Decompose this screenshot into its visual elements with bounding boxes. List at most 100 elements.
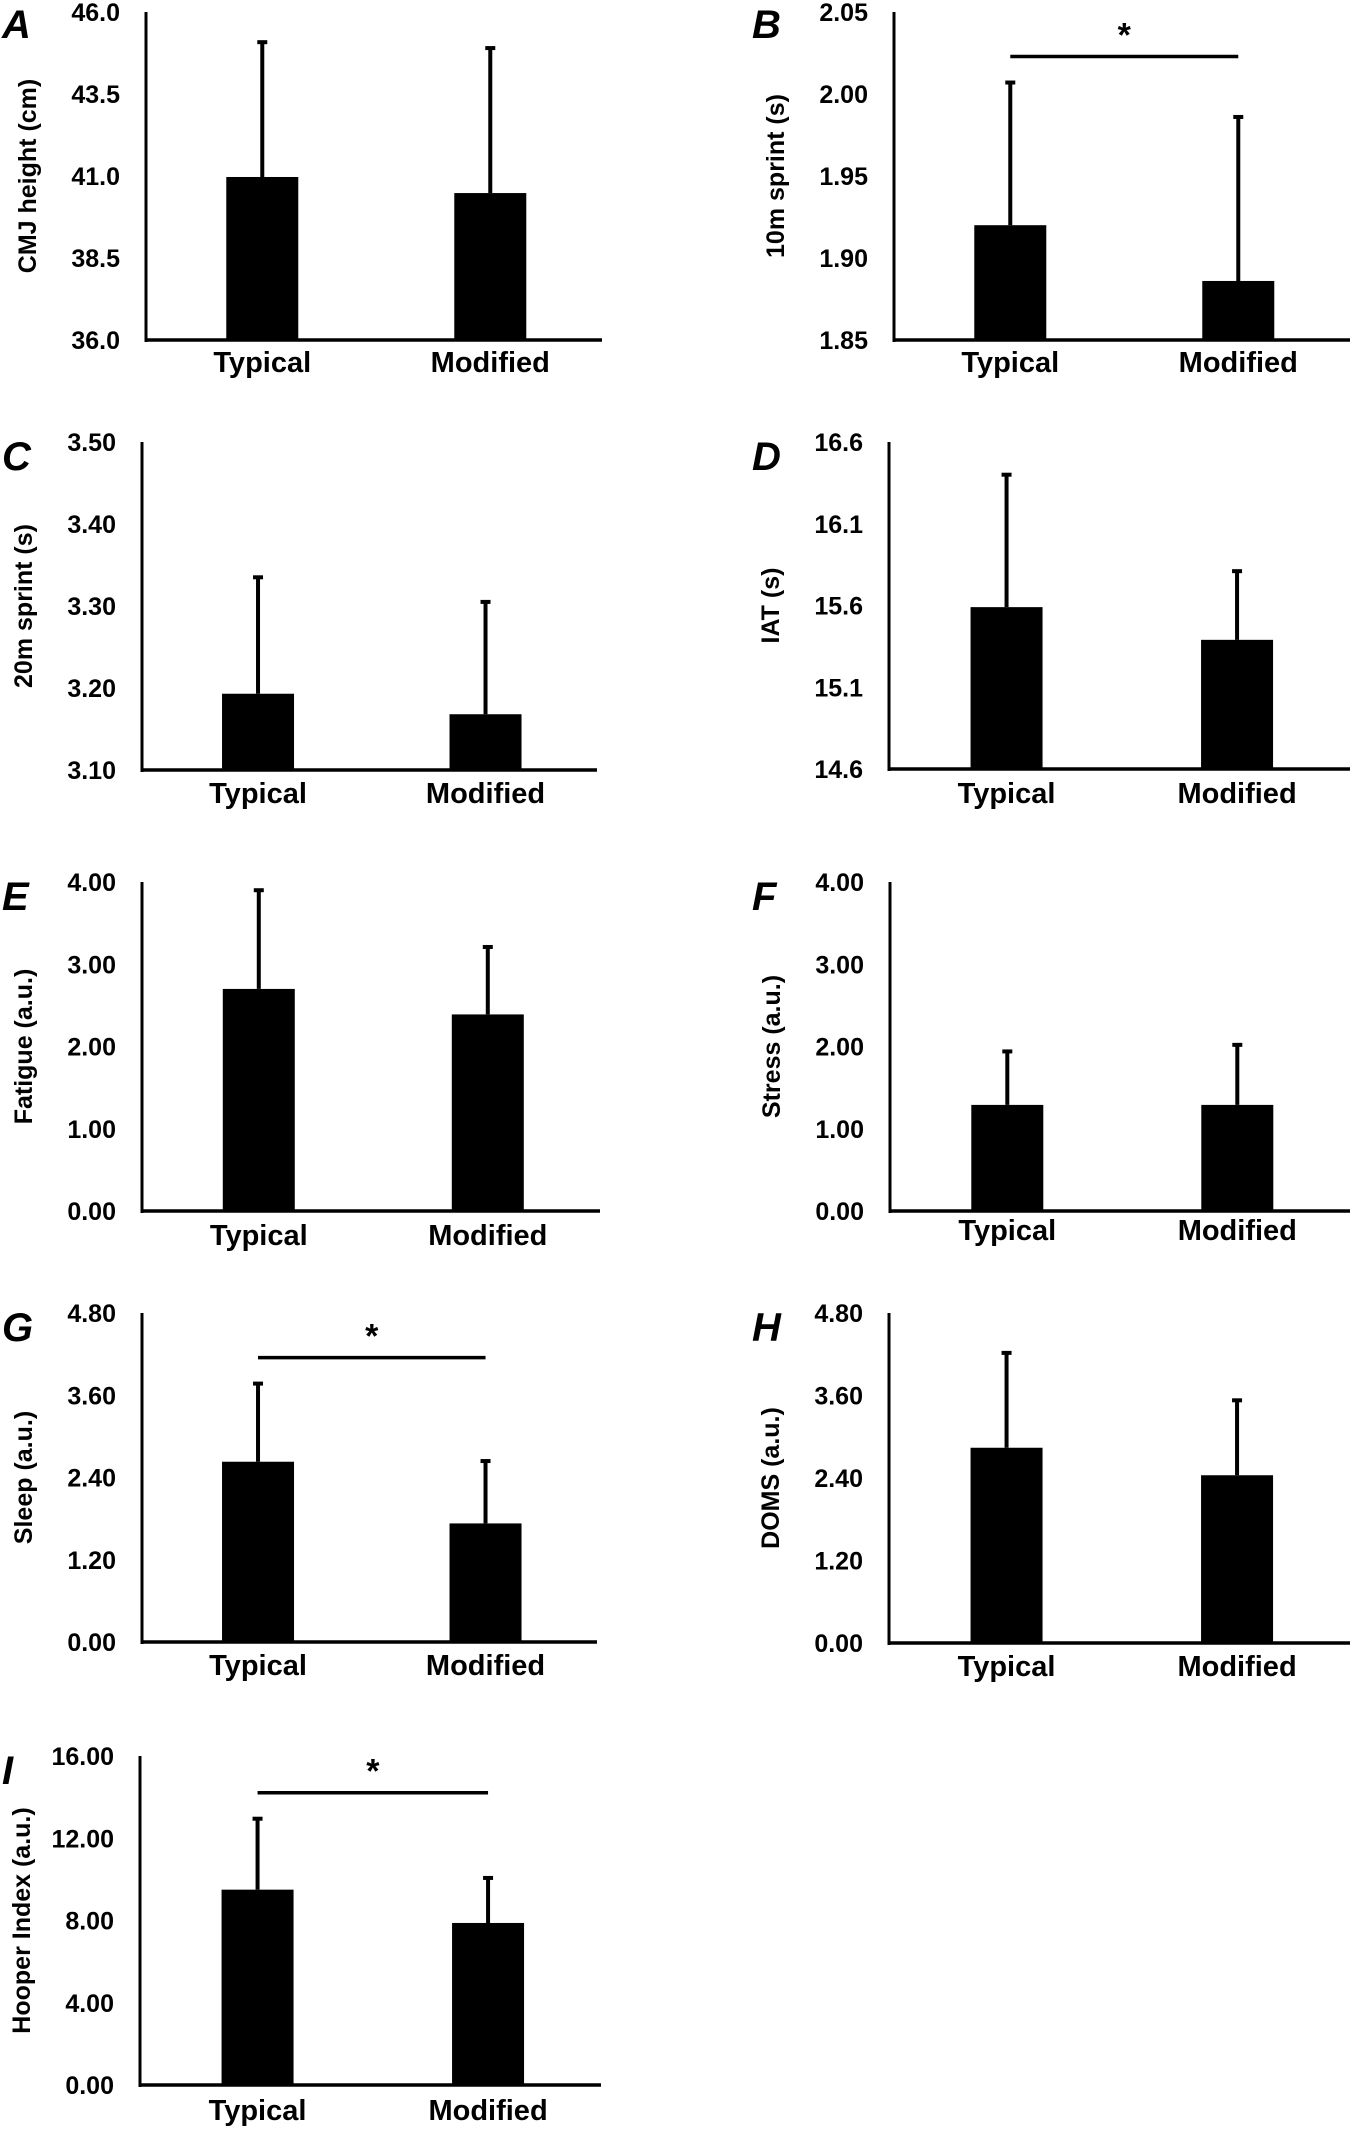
x-tick-label: Typical <box>961 347 1059 379</box>
bar-modified <box>449 1523 522 1642</box>
y-axis-label: Fatigue (a.u.) <box>10 969 38 1125</box>
panel-g: G Sleep (a.u.) 0.00 1.20 2.40 3.60 4.80 Typical… <box>2 1300 597 1682</box>
y-tick-label: 4.80 <box>67 1300 116 1328</box>
y-tick-label: 2.00 <box>815 1034 864 1062</box>
x-tick-label: Modified <box>428 1220 547 1252</box>
y-axis-label: Hooper Index (a.u.) <box>8 1807 36 2033</box>
bar-modified <box>1201 1475 1274 1643</box>
x-tick-label: Typical <box>958 1651 1056 1683</box>
x-tick-label: Typical <box>213 347 311 379</box>
x-tick-label: Modified <box>1177 1651 1296 1683</box>
y-tick-label: 38.5 <box>71 245 120 273</box>
panel-label: D <box>752 435 781 479</box>
y-tick-label: 3.20 <box>67 675 116 703</box>
y-tick-label: 0.00 <box>67 1198 116 1226</box>
y-tick-label: 1.20 <box>814 1548 863 1576</box>
y-tick-label: 14.6 <box>814 756 863 784</box>
x-tick-label: Modified <box>1179 347 1298 379</box>
panel-label: G <box>2 1306 33 1350</box>
bar-modified <box>452 1922 525 2085</box>
panel-b: B 10m sprint (s) 1.85 1.90 1.95 2.00 2.05 Typic… <box>752 0 1350 379</box>
y-axis-label: IAT (s) <box>757 568 785 644</box>
y-axis-label: 20m sprint (s) <box>10 524 38 688</box>
panel-h: H DOMS (a.u.) 0.00 1.20 2.40 3.60 4.80 Typical M… <box>752 1300 1350 1683</box>
panel-label: E <box>2 875 30 919</box>
y-tick-label: 3.40 <box>67 511 116 539</box>
significance-marker: * <box>366 1753 380 1791</box>
x-tick-label: Modified <box>426 778 545 810</box>
bar-typical <box>971 1104 1044 1211</box>
x-tick-label: Modified <box>426 1650 545 1682</box>
x-tick-label: Modified <box>1177 778 1296 810</box>
bar-typical <box>226 176 299 340</box>
y-tick-label: 1.85 <box>819 327 868 355</box>
panel-label: I <box>2 1749 14 1793</box>
panel-a: A CMJ height (cm) 36.0 38.5 41.0 43.5 46.0 Typi… <box>1 0 602 379</box>
y-axis-label: DOMS (a.u.) <box>757 1407 785 1549</box>
bar-typical <box>970 1447 1043 1643</box>
y-axis-label: 10m sprint (s) <box>762 94 790 258</box>
y-tick-label: 3.60 <box>814 1383 863 1411</box>
panel-label: H <box>752 1306 782 1350</box>
x-tick-label: Typical <box>958 1215 1056 1247</box>
bar-modified <box>451 1014 524 1211</box>
y-tick-label: 0.00 <box>67 1629 116 1657</box>
bar-typical <box>221 1889 294 2085</box>
y-tick-label: 2.05 <box>819 0 868 27</box>
y-tick-label: 1.20 <box>67 1547 116 1575</box>
x-tick-label: Modified <box>1178 1215 1297 1247</box>
y-tick-label: 4.00 <box>815 869 864 897</box>
y-tick-label: 15.1 <box>814 674 863 702</box>
x-tick-label: Typical <box>209 2095 307 2127</box>
y-tick-label: 16.00 <box>51 1743 114 1771</box>
y-axis-label: Stress (a.u.) <box>758 975 786 1118</box>
y-tick-label: 2.00 <box>67 1034 116 1062</box>
y-tick-label: 3.10 <box>67 757 116 785</box>
bar-modified <box>1201 1104 1274 1211</box>
x-tick-label: Typical <box>210 1220 308 1252</box>
bar-modified <box>449 714 522 770</box>
y-tick-label: 3.00 <box>815 951 864 979</box>
y-tick-label: 12.00 <box>51 1825 114 1853</box>
panel-d: D IAT (s) 14.6 15.1 15.6 16.1 16.6 Typical Modif… <box>752 429 1350 810</box>
y-tick-label: 3.50 <box>67 429 116 457</box>
y-tick-label: 4.00 <box>67 869 116 897</box>
x-tick-label: Typical <box>209 1650 307 1682</box>
panel-f: F Stress (a.u.) 0.00 1.00 2.00 3.00 4.00 Typica… <box>752 869 1350 1247</box>
y-tick-label: 4.00 <box>65 1990 114 2018</box>
bar-typical <box>222 1461 295 1642</box>
panel-e: E Fatigue (a.u.) 0.00 1.00 2.00 3.00 4.00 Typic… <box>2 869 600 1252</box>
bar-modified <box>1202 280 1275 340</box>
panel-c: C 20m sprint (s) 3.10 3.20 3.30 3.40 3.50 Typic… <box>2 429 597 810</box>
significance-marker: * <box>365 1318 379 1356</box>
panel-label: B <box>752 3 781 47</box>
bar-typical <box>970 607 1043 769</box>
y-tick-label: 15.6 <box>814 593 863 621</box>
panel-i: I Hooper Index (a.u.) 0.00 4.00 8.00 12.00 16.… <box>2 1743 601 2127</box>
x-tick-label: Modified <box>428 2095 547 2127</box>
y-tick-label: 0.00 <box>815 1198 864 1226</box>
bar-typical <box>222 988 295 1211</box>
panel-label: C <box>2 435 32 479</box>
y-tick-label: 16.6 <box>814 429 863 457</box>
panel-label: F <box>752 875 778 919</box>
y-tick-label: 2.40 <box>814 1465 863 1493</box>
bar-modified <box>1201 639 1274 769</box>
y-tick-label: 1.00 <box>815 1116 864 1144</box>
x-tick-label: Typical <box>209 778 307 810</box>
y-tick-label: 36.0 <box>71 327 120 355</box>
y-tick-label: 43.5 <box>71 81 120 109</box>
significance-marker: * <box>1118 17 1132 55</box>
x-tick-label: Typical <box>958 778 1056 810</box>
y-tick-label: 4.80 <box>814 1300 863 1328</box>
bar-modified <box>454 193 527 340</box>
y-tick-label: 2.40 <box>67 1465 116 1493</box>
panel-label: A <box>1 3 31 47</box>
y-tick-label: 3.00 <box>67 951 116 979</box>
y-tick-label: 1.00 <box>67 1116 116 1144</box>
y-tick-label: 0.00 <box>814 1630 863 1658</box>
bar-typical <box>222 693 295 770</box>
y-axis-label: CMJ height (cm) <box>14 79 42 273</box>
y-tick-label: 41.0 <box>71 163 120 191</box>
